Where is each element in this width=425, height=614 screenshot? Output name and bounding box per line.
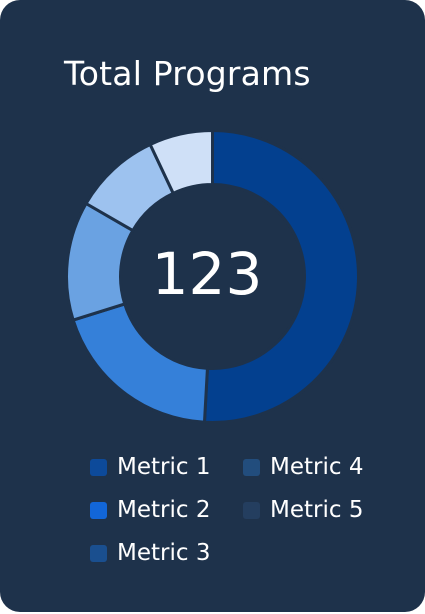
legend-swatch-metric-5 [243, 501, 260, 519]
legend-swatch-metric-1 [90, 458, 107, 476]
legend-item-metric-1[interactable]: Metric 1 [90, 450, 210, 484]
donut-slice-metric-5[interactable] [148, 128, 214, 196]
legend-swatch-metric-2 [90, 501, 107, 519]
legend-item-metric-4[interactable]: Metric 4 [243, 450, 363, 484]
legend-label: Metric 5 [270, 497, 364, 523]
legend-item-metric-3[interactable]: Metric 3 [90, 536, 210, 570]
legend-item-metric-2[interactable]: Metric 2 [90, 493, 210, 527]
donut-slice-metric-1[interactable] [202, 128, 361, 424]
legend-item-metric-5[interactable]: Metric 5 [243, 493, 363, 527]
legend-label: Metric 3 [117, 540, 211, 566]
donut-chart [65, 128, 361, 424]
donut-slice-metric-2[interactable] [71, 302, 210, 424]
total-value: 123 [151, 240, 263, 308]
card-title: Total Programs [64, 54, 311, 93]
legend-swatch-metric-4 [243, 458, 260, 476]
legend-label: Metric 4 [270, 454, 364, 480]
legend-swatch-metric-3 [90, 544, 107, 562]
legend-label: Metric 2 [117, 497, 211, 523]
legend-label: Metric 1 [117, 454, 211, 480]
